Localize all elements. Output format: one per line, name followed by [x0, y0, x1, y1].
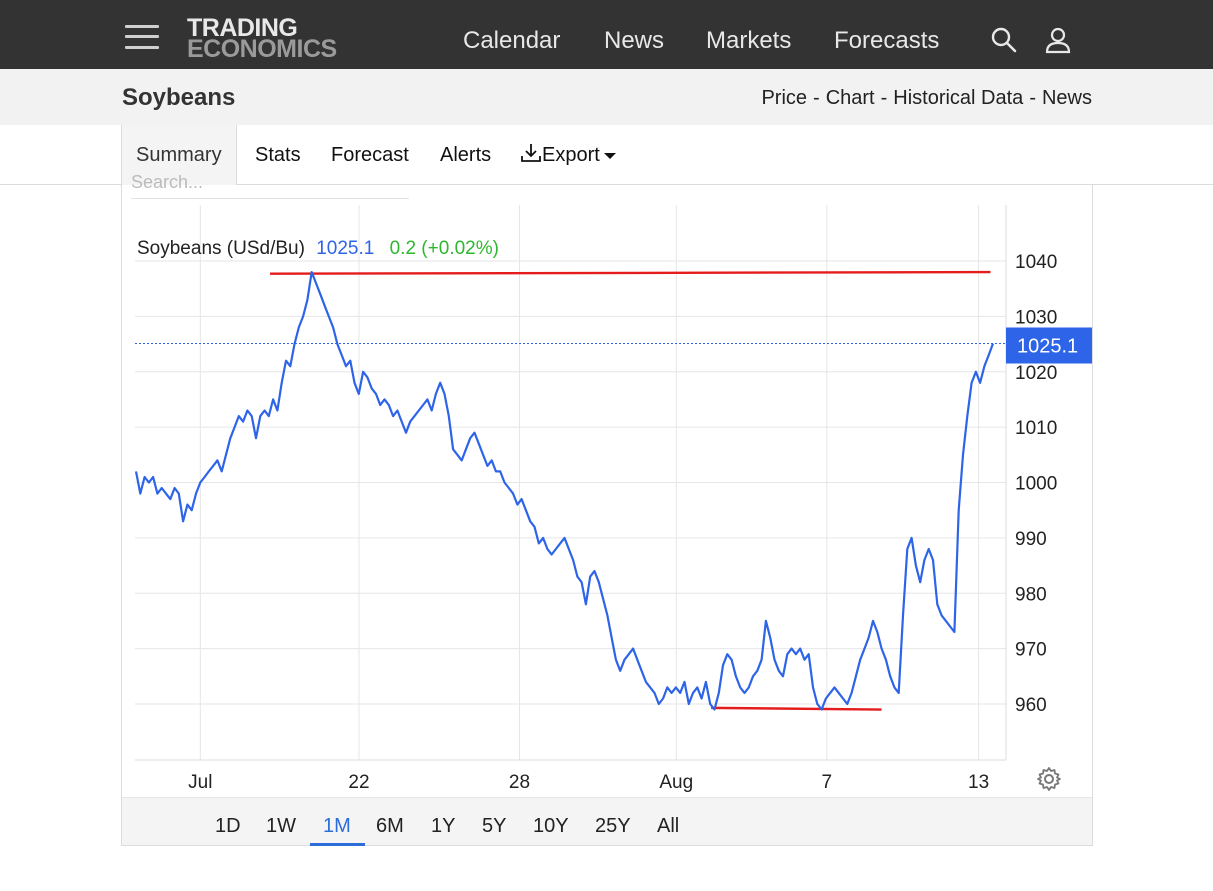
- gear-icon[interactable]: [1036, 766, 1062, 792]
- range-1w[interactable]: 1W: [266, 815, 296, 837]
- subnav-price[interactable]: Price: [761, 87, 808, 109]
- trendline: [270, 270, 991, 275]
- logo[interactable]: TRADING ECONOMICS: [187, 14, 357, 63]
- last-price-label: 1025.1: [1017, 336, 1078, 358]
- last-price-badge: [1006, 327, 1092, 364]
- subnav-news[interactable]: News: [1041, 87, 1092, 109]
- download-icon: [521, 144, 541, 162]
- tab-alerts[interactable]: Alerts: [440, 144, 492, 166]
- range-selector: 1D 1W 1M 6M 1Y 5Y 10Y 25Y All: [122, 797, 1092, 846]
- range-10y[interactable]: 10Y: [533, 815, 569, 837]
- trendline: [711, 706, 882, 711]
- tabs-row: Summary Stats Forecast Alerts Export: [0, 125, 1213, 185]
- subnav-chart[interactable]: Chart: [825, 87, 875, 109]
- y-tick-label: 980: [1015, 584, 1047, 605]
- tab-forecast[interactable]: Forecast: [331, 144, 409, 166]
- range-6m[interactable]: 6M: [376, 815, 404, 837]
- top-navbar: TRADING ECONOMICS Calendar News Markets …: [0, 0, 1213, 69]
- tab-summary[interactable]: Summary: [121, 125, 237, 185]
- x-tick-label: 7: [822, 772, 833, 793]
- tab-export[interactable]: Export: [520, 125, 616, 185]
- y-tick-label: 1000: [1015, 474, 1057, 495]
- title-bar: Soybeans Price - Chart - Historical Data - New…: [0, 69, 1213, 125]
- chart-grid: [135, 205, 1007, 761]
- x-axis-ticks: Jul 22 28 Aug 7 13: [188, 772, 989, 793]
- tab-export-label: Export: [542, 144, 600, 166]
- x-tick-label: Jul: [188, 772, 212, 793]
- range-1d[interactable]: 1D: [215, 815, 241, 837]
- nav-calendar[interactable]: Calendar: [463, 27, 561, 54]
- y-tick-label: 1030: [1015, 307, 1057, 328]
- nav-markets[interactable]: Markets: [706, 27, 792, 54]
- legend-name: Soybeans (USd/Bu): [137, 238, 305, 259]
- legend-change: 0.2 (+0.02%): [390, 238, 499, 259]
- y-tick-label: 960: [1015, 695, 1047, 716]
- trendlines: [270, 270, 991, 711]
- x-tick-label: 22: [348, 772, 369, 793]
- chart-legend: Soybeans (USd/Bu) 1025.1 0.2 (+0.02%): [137, 238, 499, 259]
- logo-line1: TRADING: [187, 14, 298, 42]
- subnav-historical-data[interactable]: Historical Data: [893, 87, 1024, 109]
- x-tick-label: Aug: [659, 772, 693, 793]
- search-icon[interactable]: [990, 26, 1018, 54]
- x-tick-label: 28: [509, 772, 530, 793]
- range-5y[interactable]: 5Y: [482, 815, 507, 837]
- nav-forecasts[interactable]: Forecasts: [834, 27, 940, 54]
- y-tick-label: 1040: [1015, 252, 1057, 273]
- tab-stats[interactable]: Stats: [255, 144, 301, 166]
- y-axis-ticks: 960 970 980 990 1000 1010 1020 1030 1040: [1015, 252, 1057, 716]
- x-tick-label: 13: [968, 772, 989, 793]
- subnav-separator: -: [813, 87, 820, 109]
- chart-container: [121, 185, 1093, 846]
- range-25y[interactable]: 25Y: [595, 815, 631, 837]
- y-tick-label: 990: [1015, 529, 1047, 550]
- chevron-down-icon: [603, 152, 616, 159]
- y-tick-label: 1020: [1015, 363, 1057, 384]
- page-title: Soybeans: [122, 84, 236, 111]
- legend-last: 1025.1: [316, 238, 374, 259]
- y-tick-label: 970: [1015, 640, 1047, 661]
- sub-nav: Price - Chart - Historical Data - News: [761, 87, 1092, 110]
- search-input[interactable]: Search...: [131, 175, 409, 199]
- nav-news[interactable]: News: [604, 27, 665, 54]
- y-tick-label: 1010: [1015, 418, 1057, 439]
- user-icon[interactable]: [1044, 26, 1072, 54]
- series-line: [134, 271, 995, 711]
- logo-line2: ECONOMICS: [187, 35, 337, 63]
- subnav-separator: -: [880, 87, 888, 109]
- range-active-underline: [310, 843, 365, 846]
- range-all[interactable]: All: [657, 815, 680, 837]
- range-1y[interactable]: 1Y: [431, 815, 456, 837]
- hamburger-menu-icon[interactable]: [125, 24, 159, 50]
- range-1m[interactable]: 1M: [323, 815, 351, 837]
- subnav-separator: -: [1029, 87, 1036, 109]
